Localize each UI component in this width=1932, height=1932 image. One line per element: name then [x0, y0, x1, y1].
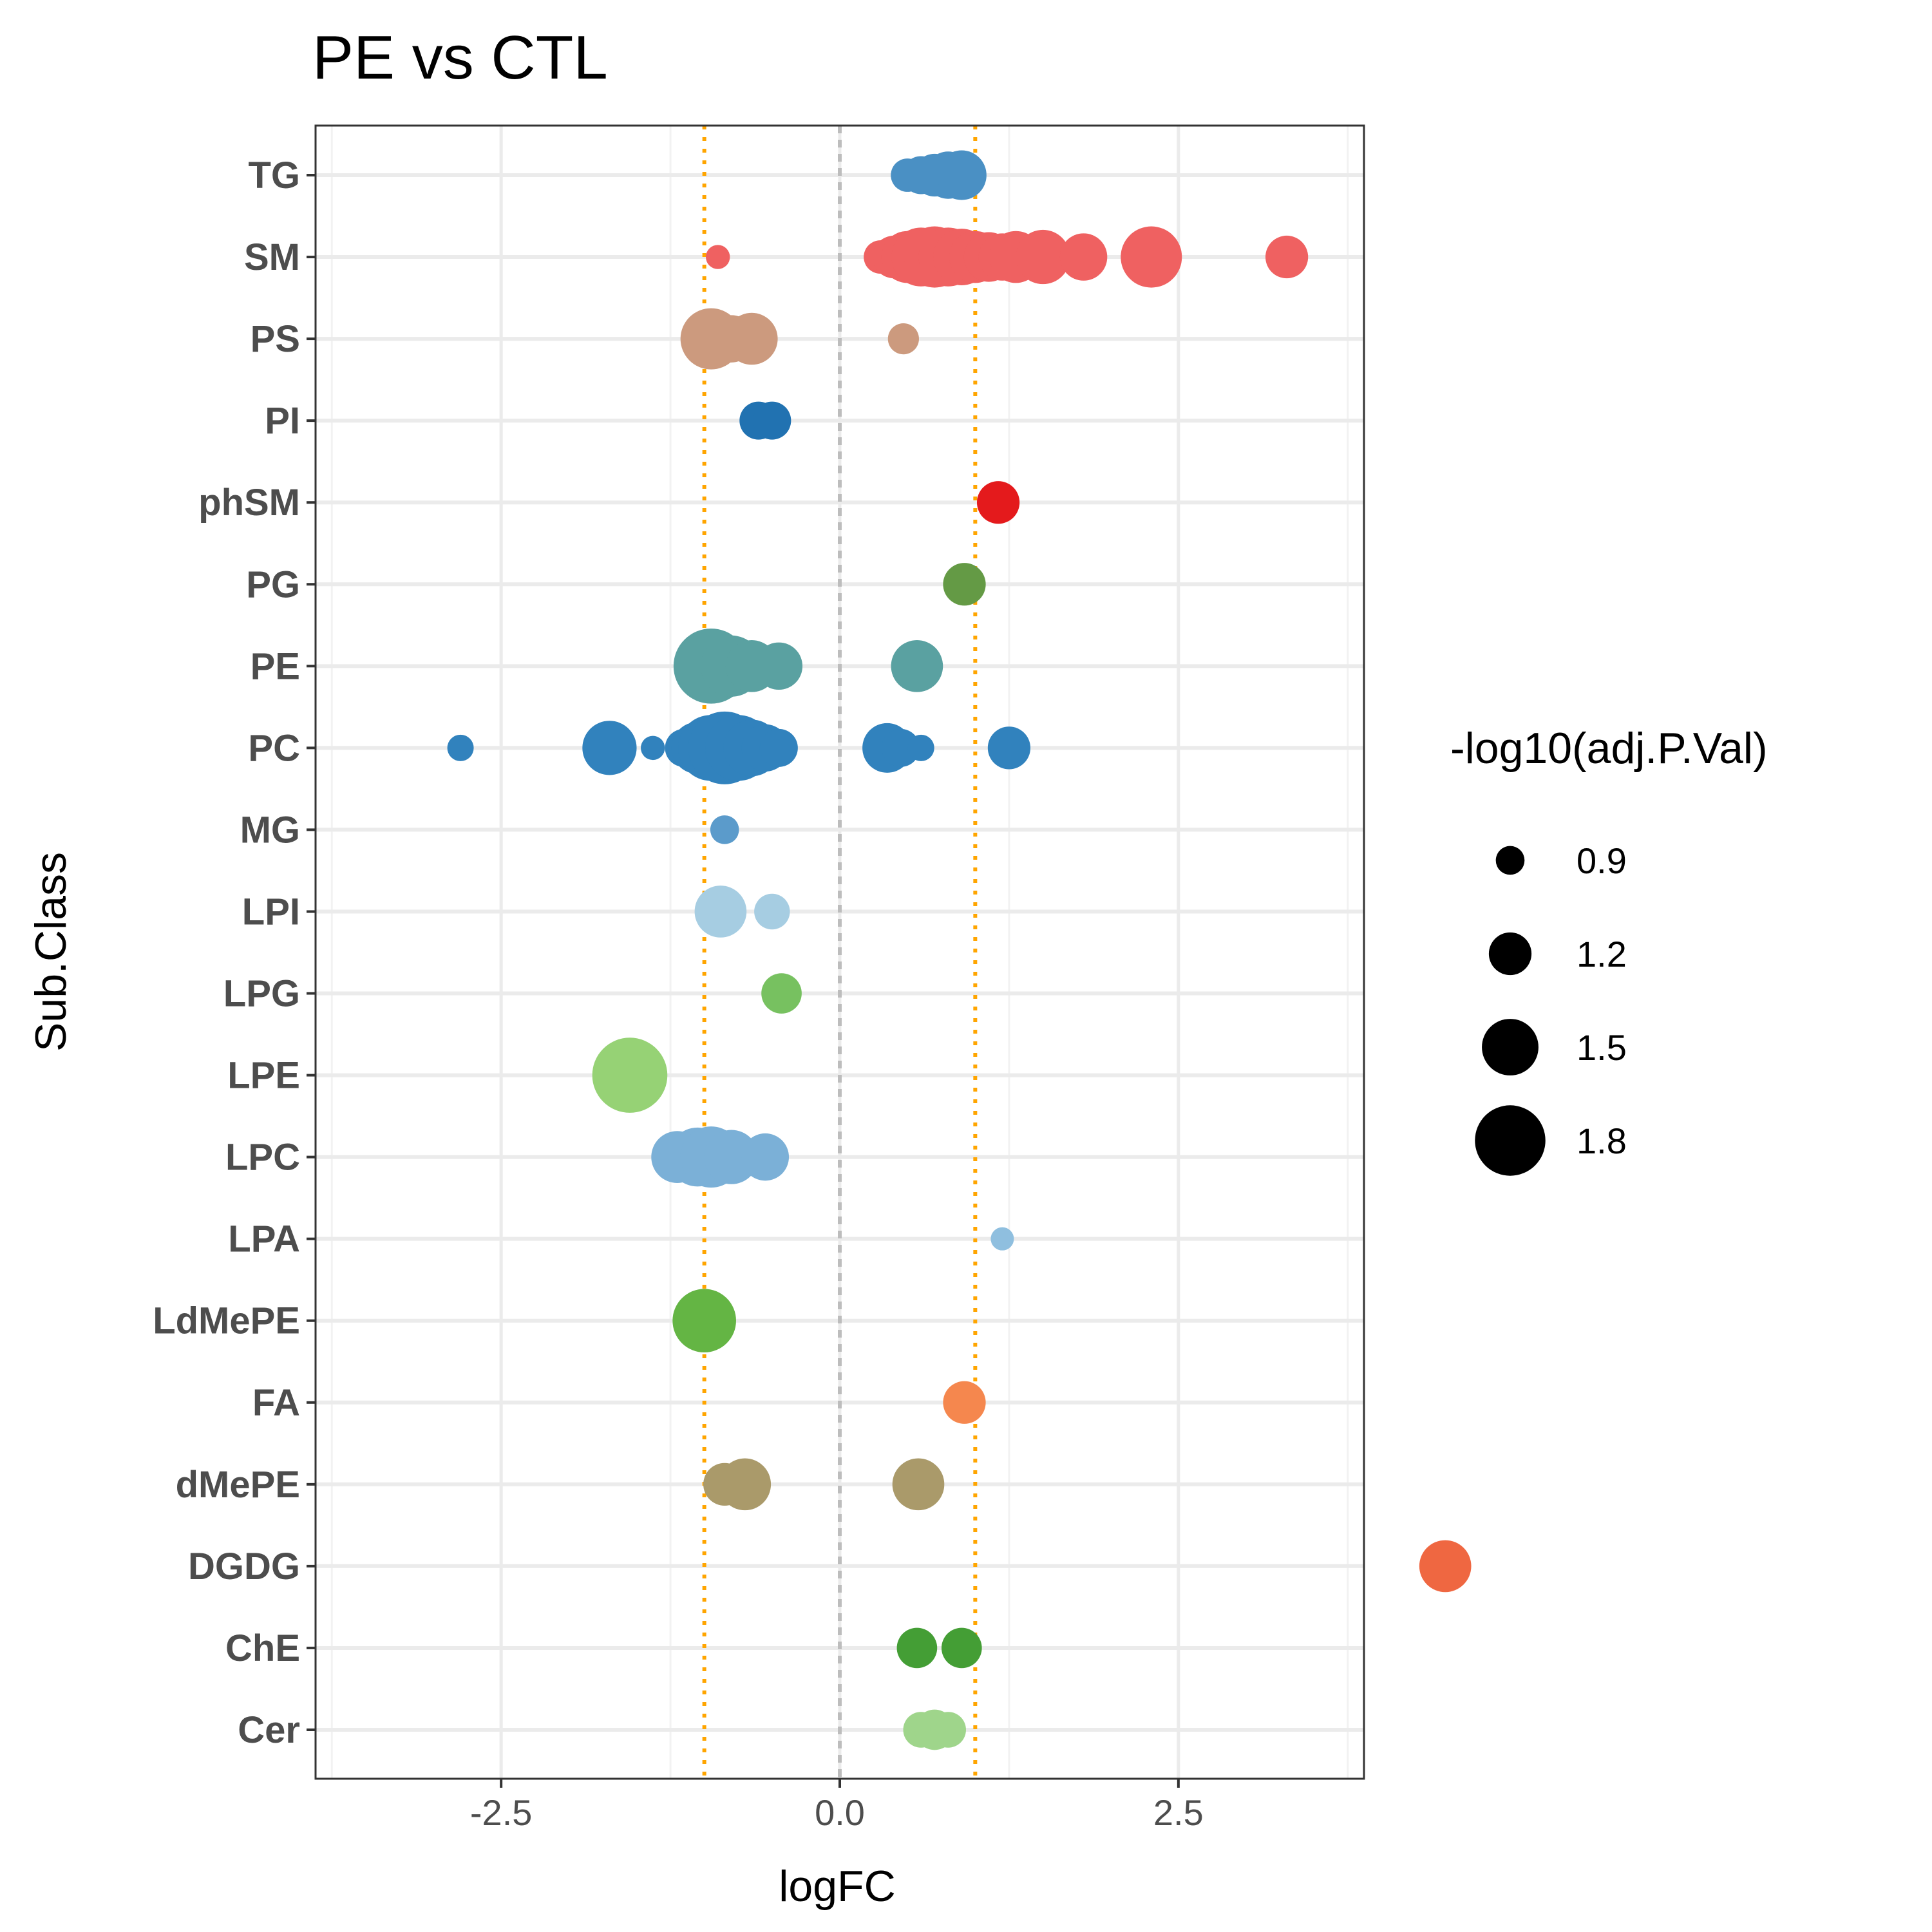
y-tick-label: PC [248, 727, 300, 769]
data-point-ldmepe [672, 1289, 736, 1353]
y-tick-label: FA [252, 1382, 300, 1424]
data-point-pg [943, 563, 986, 606]
x-axis-title: logFC [779, 1862, 895, 1911]
data-point-dgdg [1419, 1540, 1472, 1593]
legend-size-key [1488, 932, 1532, 976]
data-point-pc [882, 728, 920, 767]
y-tick-label: phSM [198, 482, 300, 524]
data-point-sm [705, 245, 730, 269]
data-point-pi [753, 401, 791, 440]
y-tick-label: Cer [238, 1709, 300, 1751]
data-point-mg [710, 815, 739, 844]
data-point-pc [582, 721, 637, 775]
data-point-che [941, 1627, 982, 1669]
data-point-pc [987, 726, 1031, 770]
data-point-pc [641, 735, 665, 761]
y-tick-label: MG [240, 809, 300, 851]
y-tick-label: PE [251, 645, 300, 687]
data-points [447, 150, 1472, 1750]
data-point-dmepe [892, 1458, 945, 1511]
data-point-dmepe [719, 1458, 772, 1511]
data-point-che [896, 1627, 938, 1669]
y-tick-label: PI [265, 400, 300, 442]
data-point-lpe [592, 1037, 668, 1113]
x-tick-label: 2.5 [1153, 1792, 1204, 1833]
data-point-tg [936, 150, 987, 200]
data-point-lpa [990, 1227, 1014, 1251]
y-tick-label: LPA [228, 1218, 300, 1260]
legend-size-key [1482, 1019, 1539, 1075]
data-point-sm [1059, 233, 1108, 281]
data-point-lpi [754, 893, 790, 930]
data-point-pc [447, 734, 474, 761]
data-point-lpc [704, 1130, 759, 1184]
data-point-sm [1265, 235, 1309, 279]
legend-title: -log10(adj.P.Val) [1450, 724, 1768, 773]
data-point-ps [725, 312, 778, 365]
data-point-ps [887, 323, 919, 355]
data-point-sm [1016, 229, 1070, 285]
y-tick-label: LPC [225, 1137, 300, 1179]
x-tick-label: 0.0 [815, 1792, 865, 1833]
y-tick-label: LPE [227, 1055, 300, 1097]
size-legend: 0.9 1.2 1.5 1.8 [1475, 840, 1627, 1176]
y-tick-label: DGDG [188, 1546, 300, 1587]
data-point-fa [943, 1381, 986, 1424]
legend-size-key [1495, 846, 1525, 875]
y-tick-label: PG [246, 564, 300, 605]
data-point-lpi [694, 886, 747, 938]
y-tick-label: LPI [242, 891, 300, 933]
reference-lines [702, 126, 978, 1779]
legend-size-key [1475, 1105, 1546, 1176]
legend-size-label: 1.5 [1577, 1027, 1627, 1068]
data-point-lpg [761, 973, 802, 1014]
x-tick-label: -2.5 [470, 1792, 533, 1833]
y-tick-label: LPG [223, 973, 300, 1015]
legend-size-label: 1.8 [1577, 1121, 1627, 1161]
data-point-sm [1121, 226, 1182, 288]
y-tick-label: dMePE [176, 1464, 300, 1506]
y-tick-label: LdMePE [153, 1300, 300, 1342]
y-axis: TG SM PS PI phSM PG PE PC MG LPI LPG LPE LPC LPA LdMeP… [153, 155, 316, 1751]
legend-size-label: 1.2 [1577, 934, 1627, 974]
y-tick-label: SM [244, 236, 300, 278]
y-tick-label: PS [251, 318, 300, 360]
data-point-pc [907, 734, 934, 761]
data-point-pe [891, 639, 943, 692]
data-point-pe [755, 642, 803, 690]
chart-title: PE vs CTL [312, 23, 608, 92]
y-tick-label: ChE [225, 1627, 300, 1669]
y-axis-title: Sub.Class [26, 852, 75, 1052]
legend-size-label: 0.9 [1577, 840, 1627, 881]
data-point-cer [930, 1712, 966, 1748]
data-point-lpc [741, 1133, 790, 1181]
y-tick-label: TG [248, 155, 300, 196]
data-point-pc [759, 728, 798, 767]
x-axis: -2.5 0.0 2.5 [470, 1779, 1204, 1833]
data-point-phsm [976, 481, 1020, 524]
